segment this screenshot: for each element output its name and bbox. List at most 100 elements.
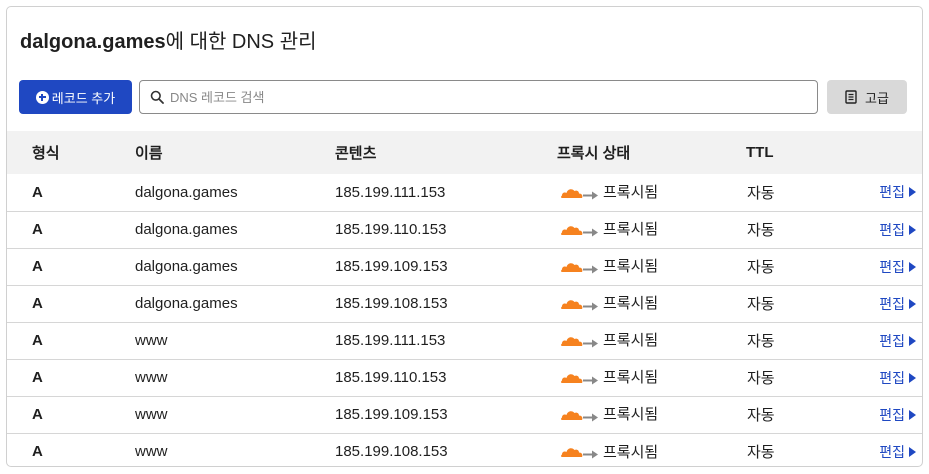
record-ttl: 자동 (747, 407, 775, 424)
edit-record-link[interactable]: 편집 (879, 294, 916, 314)
record-actions: 편집 (843, 285, 922, 322)
record-content: 185.199.109.153 (335, 406, 448, 423)
column-header-type[interactable]: 형식 (32, 145, 60, 162)
edit-record-link[interactable]: 편집 (879, 331, 916, 351)
proxy-status-label: 프록시됨 (603, 332, 659, 350)
record-proxy-status: 프록시됨 (544, 285, 733, 322)
toolbar: 레코드 추가 고급 (19, 80, 907, 114)
record-content: 185.199.109.153 (335, 258, 448, 275)
edit-record-link[interactable]: 편집 (879, 442, 916, 462)
record-content: 185.199.108.153 (335, 295, 448, 312)
record-actions: 편집 (843, 322, 922, 359)
search-icon (150, 90, 164, 104)
record-ttl: 자동 (747, 296, 775, 313)
proxy-status-label: 프록시됨 (603, 258, 659, 276)
edit-label: 편집 (879, 406, 905, 423)
edit-record-link[interactable]: 편집 (879, 405, 916, 425)
record-proxy-status: 프록시됨 (544, 396, 733, 433)
advanced-button[interactable]: 고급 (827, 80, 907, 114)
record-type: A (32, 221, 43, 238)
edit-record-link[interactable]: 편집 (879, 257, 916, 277)
record-proxy-status: 프록시됨 (544, 433, 733, 466)
table-row: A www 185.199.109.153 프록시됨 자동 편집 (7, 396, 922, 433)
column-header-name[interactable]: 이름 (135, 145, 163, 162)
column-header-actions (843, 131, 922, 174)
record-content: 185.199.111.153 (335, 183, 446, 201)
record-name: dalgona.games (135, 183, 238, 201)
record-content: 185.199.110.153 (335, 221, 447, 238)
record-type: A (32, 332, 43, 349)
record-name: dalgona.games (135, 295, 238, 312)
record-proxy-status: 프록시됨 (544, 322, 733, 359)
edit-label: 편집 (879, 295, 905, 312)
record-name: www (135, 369, 168, 386)
cloud-proxied-icon (561, 448, 598, 459)
cloud-proxied-icon (561, 411, 598, 422)
record-name: www (135, 332, 168, 349)
proxy-status-label: 프록시됨 (603, 369, 659, 387)
edit-label: 편집 (879, 184, 905, 201)
column-header-proxy-status[interactable]: 프록시 상태 (557, 145, 631, 162)
page-title: dalgona.games에 대한 DNS 관리 (20, 25, 317, 54)
advanced-label: 고급 (865, 90, 889, 106)
record-content: 185.199.110.153 (335, 369, 447, 386)
record-type: A (32, 369, 43, 386)
caret-right-icon (909, 372, 916, 383)
caret-right-icon (909, 224, 916, 235)
edit-record-link[interactable]: 편집 (879, 182, 916, 202)
cloud-proxied-icon (561, 374, 598, 385)
cloud-proxied-icon (561, 226, 598, 237)
edit-label: 편집 (879, 221, 905, 238)
document-icon (845, 90, 857, 104)
record-actions: 편집 (843, 396, 922, 433)
record-actions: 편집 (843, 248, 922, 285)
edit-label: 편집 (879, 369, 905, 386)
column-header-content[interactable]: 콘텐츠 (335, 145, 377, 162)
cloud-proxied-icon (561, 337, 598, 348)
record-type: A (32, 295, 43, 312)
record-actions: 편집 (843, 211, 922, 248)
record-actions: 편집 (843, 433, 922, 466)
proxy-status-label: 프록시됨 (603, 184, 659, 201)
dns-management-panel: dalgona.games에 대한 DNS 관리 레코드 추가 고급 (6, 6, 923, 467)
search-input[interactable] (170, 89, 810, 105)
record-name: www (135, 443, 168, 461)
table-row: A dalgona.games 185.199.108.153 프록시됨 자동 (7, 285, 922, 322)
edit-label: 편집 (879, 443, 905, 460)
edit-label: 편집 (879, 258, 905, 275)
edit-record-link[interactable]: 편집 (879, 368, 916, 388)
record-type: A (32, 258, 43, 275)
add-record-button[interactable]: 레코드 추가 (19, 80, 132, 114)
proxy-status-label: 프록시됨 (603, 406, 659, 424)
caret-right-icon (909, 409, 916, 420)
column-header-ttl[interactable]: TTL (746, 144, 774, 161)
record-proxy-status: 프록시됨 (544, 359, 733, 396)
search-box[interactable] (139, 80, 818, 114)
caret-right-icon (909, 298, 916, 309)
plus-circle-icon (35, 90, 49, 104)
cloud-proxied-icon (561, 263, 598, 274)
domain-name: dalgona.games (20, 31, 166, 53)
table-row: A dalgona.games 185.199.111.153 프록시됨 자동 (7, 174, 922, 211)
record-ttl: 자동 (747, 370, 775, 387)
proxy-status-label: 프록시됨 (603, 221, 659, 239)
record-ttl: 자동 (747, 259, 775, 276)
record-content: 185.199.108.153 (335, 443, 448, 461)
record-name: dalgona.games (135, 221, 238, 238)
caret-right-icon (909, 187, 916, 198)
table-body: A dalgona.games 185.199.111.153 프록시됨 자동 (7, 174, 922, 466)
edit-label: 편집 (879, 332, 905, 349)
caret-right-icon (909, 335, 916, 346)
record-ttl: 자동 (747, 444, 775, 462)
record-proxy-status: 프록시됨 (544, 211, 733, 248)
title-suffix: 에 대한 DNS 관리 (165, 31, 317, 53)
edit-record-link[interactable]: 편집 (879, 220, 916, 240)
record-name: www (135, 406, 168, 423)
table-row: A www 185.199.111.153 프록시됨 자동 편집 (7, 322, 922, 359)
table-row: A www 185.199.110.153 프록시됨 자동 편집 (7, 359, 922, 396)
record-type: A (32, 443, 43, 461)
record-actions: 편집 (843, 174, 922, 211)
proxy-status-label: 프록시됨 (603, 295, 659, 313)
add-record-label: 레코드 추가 (51, 90, 116, 106)
record-type: A (32, 183, 43, 201)
